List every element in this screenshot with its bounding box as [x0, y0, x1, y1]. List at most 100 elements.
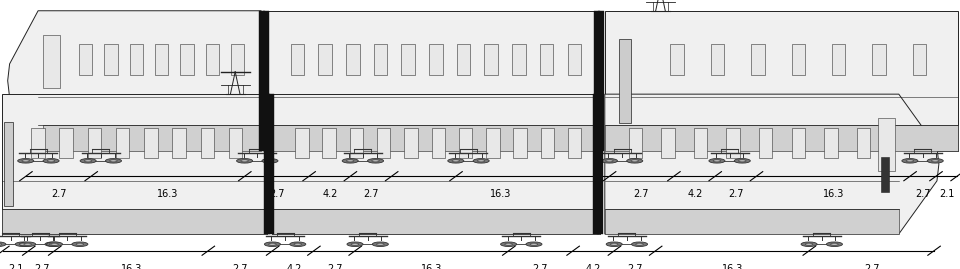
Polygon shape [8, 11, 261, 151]
Bar [598, 11, 604, 151]
Text: 2.7: 2.7 [915, 189, 930, 199]
Circle shape [46, 242, 62, 246]
Bar [155, 44, 168, 75]
Polygon shape [272, 209, 600, 234]
Bar [231, 44, 245, 75]
Bar [295, 128, 308, 158]
Bar [429, 44, 443, 75]
Circle shape [24, 243, 32, 245]
Bar [485, 44, 498, 75]
Circle shape [447, 159, 464, 163]
Text: 16.3: 16.3 [157, 189, 179, 199]
Text: 2.7: 2.7 [634, 189, 649, 199]
Polygon shape [267, 11, 600, 151]
Circle shape [236, 159, 252, 163]
Circle shape [927, 159, 944, 163]
Bar [710, 44, 724, 75]
Circle shape [372, 242, 389, 246]
Circle shape [477, 160, 485, 162]
Text: 16.3: 16.3 [491, 189, 512, 199]
Bar [323, 128, 336, 158]
Text: 2.1: 2.1 [939, 189, 954, 199]
Text: 16.3: 16.3 [722, 264, 743, 269]
Circle shape [827, 242, 843, 246]
Text: 16.3: 16.3 [823, 189, 844, 199]
Bar [824, 128, 837, 158]
Circle shape [72, 242, 88, 246]
Circle shape [347, 242, 363, 246]
Circle shape [473, 159, 490, 163]
Bar [87, 128, 101, 158]
Text: 2.7: 2.7 [270, 189, 285, 199]
Circle shape [500, 242, 516, 246]
Circle shape [734, 159, 751, 163]
Circle shape [109, 160, 117, 162]
Text: 2.7: 2.7 [627, 264, 642, 269]
Bar [486, 128, 499, 158]
Circle shape [713, 160, 721, 162]
Bar [661, 128, 675, 158]
Bar [694, 128, 708, 158]
Bar [457, 44, 470, 75]
Bar [540, 44, 553, 75]
Bar [540, 128, 554, 158]
Circle shape [49, 243, 57, 245]
Polygon shape [2, 94, 267, 234]
Circle shape [830, 243, 838, 245]
Bar [568, 128, 582, 158]
Circle shape [636, 243, 643, 245]
Bar [173, 128, 186, 158]
Bar [263, 11, 269, 151]
Bar [291, 44, 304, 75]
Text: 2.7: 2.7 [729, 189, 744, 199]
Bar [349, 128, 363, 158]
Circle shape [505, 243, 513, 245]
Circle shape [906, 160, 914, 162]
Circle shape [269, 243, 276, 245]
Circle shape [51, 243, 59, 245]
Circle shape [80, 159, 96, 163]
Circle shape [738, 160, 746, 162]
Polygon shape [43, 125, 261, 151]
Bar [619, 39, 631, 123]
Circle shape [22, 160, 30, 162]
Circle shape [452, 160, 460, 162]
Text: 16.3: 16.3 [421, 264, 443, 269]
Polygon shape [605, 209, 899, 234]
Bar [877, 118, 895, 171]
Bar [180, 44, 194, 75]
Circle shape [631, 160, 638, 162]
Polygon shape [267, 125, 600, 151]
Polygon shape [605, 11, 958, 151]
Text: 2.7: 2.7 [232, 264, 248, 269]
Bar [913, 44, 926, 75]
Circle shape [351, 243, 359, 245]
Circle shape [106, 159, 122, 163]
Circle shape [294, 243, 301, 245]
Circle shape [17, 159, 34, 163]
Circle shape [611, 243, 618, 245]
Bar [881, 157, 889, 192]
Circle shape [19, 242, 36, 246]
Bar [404, 128, 418, 158]
Circle shape [632, 242, 648, 246]
Text: 4.2: 4.2 [586, 264, 601, 269]
Bar [727, 128, 740, 158]
Circle shape [368, 159, 384, 163]
Text: 2.7: 2.7 [864, 264, 879, 269]
Bar [567, 44, 581, 75]
Bar [144, 128, 157, 158]
Bar [205, 44, 219, 75]
Circle shape [372, 160, 379, 162]
Polygon shape [2, 209, 267, 234]
Bar [264, 94, 270, 234]
Circle shape [264, 242, 280, 246]
Circle shape [801, 242, 817, 246]
Circle shape [805, 243, 813, 245]
Bar [791, 44, 804, 75]
Bar [201, 128, 214, 158]
Circle shape [931, 160, 939, 162]
Circle shape [76, 243, 84, 245]
Circle shape [262, 159, 278, 163]
Text: 2.7: 2.7 [35, 264, 50, 269]
